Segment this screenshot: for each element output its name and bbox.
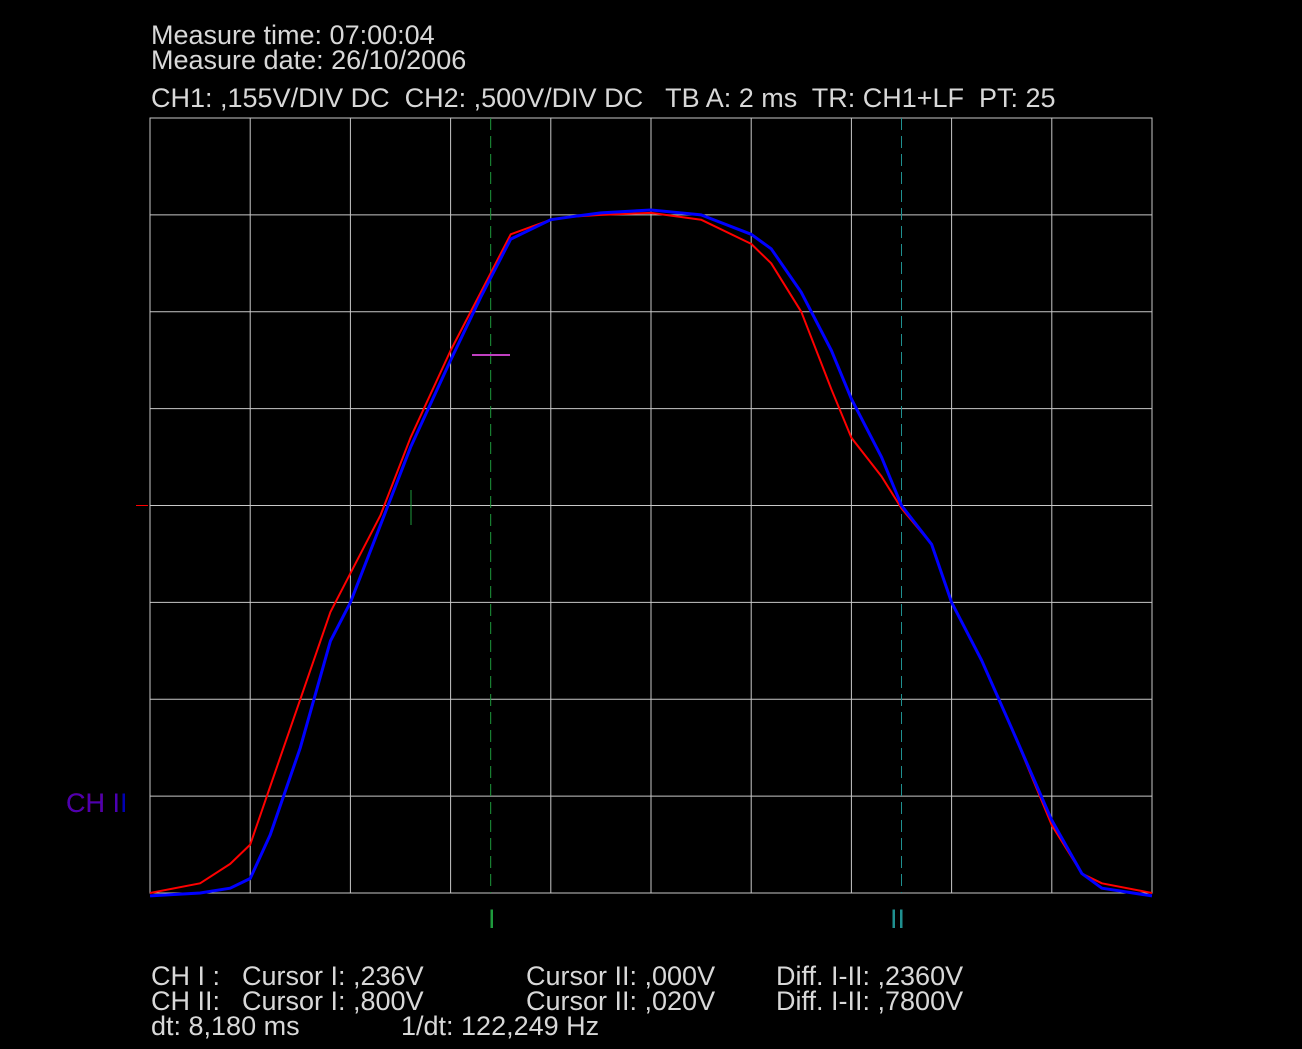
- footer-ch1-cursor2: Cursor II: ,000V: [526, 961, 716, 991]
- footer-ch2-cursor1: Cursor I: ,800V: [242, 986, 424, 1016]
- footer-ch1-diff: Diff. I-II: ,2360V: [776, 961, 964, 991]
- footer-inv-dt: 1/dt: 122,249 Hz: [401, 1011, 600, 1041]
- footer-ch1-label: CH I :: [151, 961, 221, 991]
- trace-ch2: [149, 208, 1153, 898]
- measure-time: Measure time: 07:00:04: [151, 20, 435, 50]
- footer-ch2-cursor2: Cursor II: ,020V: [526, 986, 716, 1016]
- scope-settings: CH1: ,155V/DIV DC CH2: ,500V/DIV DC TB A…: [151, 83, 1056, 113]
- graticule-grid: [149, 117, 1153, 894]
- cursor1-label: I: [488, 904, 496, 934]
- measure-date: Measure date: 26/10/2006: [151, 45, 467, 75]
- channel-marker-ch1: CH I: [66, 788, 120, 818]
- footer-ch2-diff: Diff. I-II: ,7800V: [776, 986, 964, 1016]
- signal-traces: [149, 208, 1153, 898]
- footer-ch1-cursor1: Cursor I: ,236V: [242, 961, 424, 991]
- cursor2-label: II: [890, 904, 906, 934]
- trace-markers: [136, 354, 510, 525]
- channel-marker-ch2: CH II: [66, 788, 128, 818]
- footer-ch2-label: CH II:: [151, 986, 221, 1016]
- footer-dt: dt: 8,180 ms: [151, 1011, 300, 1041]
